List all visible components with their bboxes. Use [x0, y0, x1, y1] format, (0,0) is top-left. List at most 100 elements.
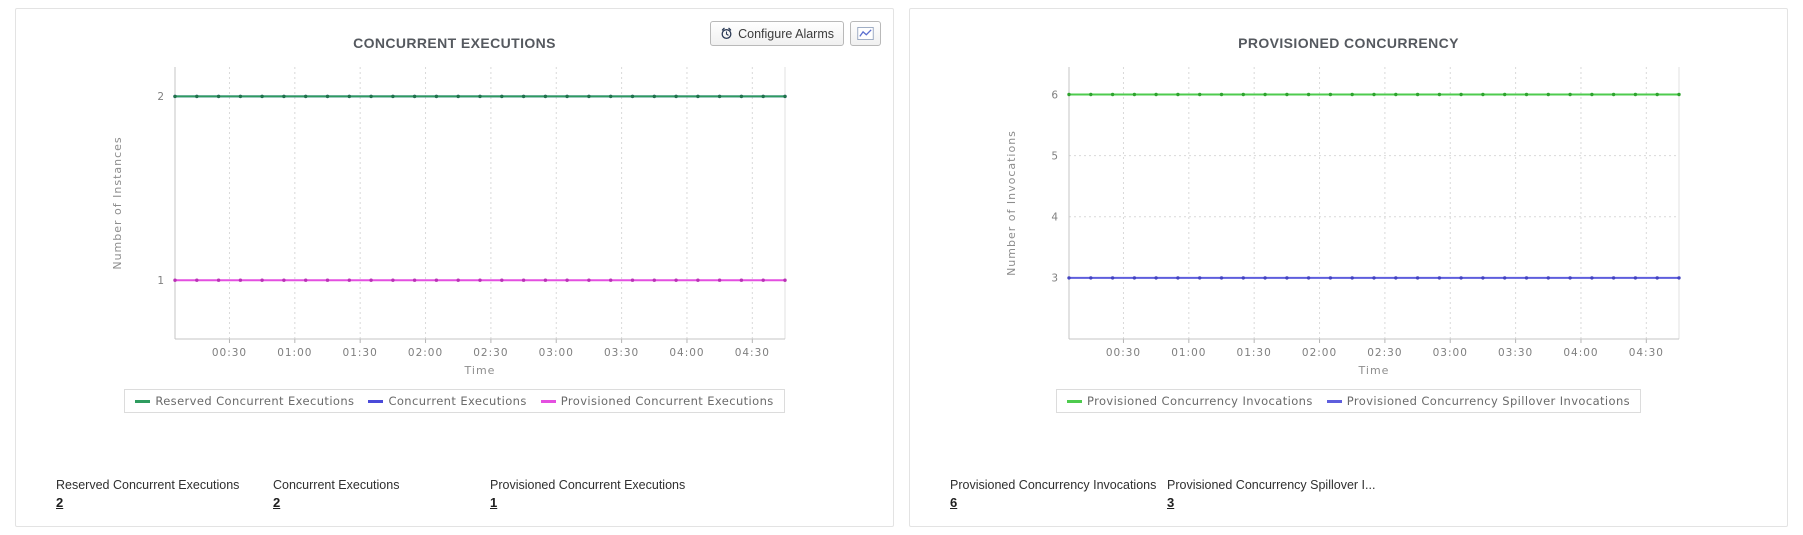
stat-value[interactable]: 1 — [490, 495, 498, 510]
series-marker — [1241, 276, 1245, 280]
stat-item: Provisioned Concurrency Spillover I... 3 — [1167, 478, 1384, 510]
x-axis-label: Time — [463, 364, 495, 377]
series-marker — [564, 278, 569, 282]
x-tick-label: 02:30 — [473, 347, 508, 359]
series-marker — [216, 278, 220, 282]
y-tick-label: 6 — [1051, 89, 1059, 101]
legend-color-dash — [135, 399, 151, 403]
series-marker — [1393, 92, 1397, 97]
series-marker — [739, 278, 743, 282]
series-marker — [1502, 276, 1506, 280]
series-marker — [303, 94, 307, 99]
y-axis-label: Number of Instances — [111, 136, 124, 269]
series-marker — [586, 278, 591, 282]
series-marker — [586, 94, 591, 99]
legend-color-dash — [540, 399, 556, 403]
stat-label: Reserved Concurrent Executions — [56, 478, 240, 492]
y-tick-label: 5 — [1051, 150, 1059, 162]
series-marker — [630, 94, 634, 99]
series-marker — [521, 278, 525, 282]
legend-item[interactable]: Provisioned Concurrent Executions — [540, 394, 774, 408]
series-marker — [477, 278, 482, 282]
legend-item[interactable]: Provisioned Concurrency Spillover Invoca… — [1326, 394, 1631, 408]
series-marker — [412, 94, 416, 99]
series-marker — [434, 278, 438, 282]
x-tick-label: 00:30 — [1105, 347, 1140, 359]
y-tick-label: 3 — [1051, 273, 1059, 285]
chart-title: CONCURRENT EXECUTIONS — [353, 35, 556, 51]
legend-label: Concurrent Executions — [388, 394, 527, 408]
series-marker — [1066, 276, 1071, 280]
legend-color-dash — [1326, 399, 1342, 403]
series-marker — [1350, 92, 1354, 97]
stat-value[interactable]: 2 — [273, 495, 281, 510]
series-marker — [1262, 276, 1267, 280]
x-tick-label: 02:00 — [407, 347, 442, 359]
series-marker — [1655, 92, 1659, 97]
x-tick-label: 03:30 — [1497, 347, 1532, 359]
stat-item: Reserved Concurrent Executions 2 — [56, 478, 273, 510]
legend-item[interactable]: Reserved Concurrent Executions — [135, 394, 354, 408]
configure-alarms-button[interactable]: Configure Alarms — [710, 21, 844, 46]
series-marker — [761, 278, 765, 282]
series-marker — [1153, 276, 1158, 280]
concurrent-executions-chart: 1 2 00:30 01:00 01:30 02:00 02:30 03:00 03:30 04:… — [111, 67, 787, 377]
series-marker — [172, 278, 177, 282]
series-marker — [739, 94, 743, 99]
x-axis-label: Time — [1357, 364, 1389, 377]
series-marker — [1197, 92, 1201, 97]
series-marker — [1262, 92, 1267, 97]
series-marker — [194, 94, 198, 99]
x-tick-label: 04:30 — [734, 347, 769, 359]
series-marker — [1676, 92, 1681, 97]
stat-value[interactable]: 3 — [1167, 495, 1175, 510]
series-marker — [652, 94, 656, 99]
stat-value[interactable]: 2 — [56, 495, 64, 510]
stat-item: Provisioned Concurrency Invocations 6 — [950, 478, 1167, 510]
stat-label: Provisioned Concurrency Invocations — [950, 478, 1157, 492]
series-marker — [1655, 276, 1659, 280]
series-marker — [1088, 276, 1092, 280]
series-marker — [1393, 276, 1397, 280]
chart-area: 3 4 5 6 00:30 01:00 01:30 02:00 02:30 03:00 03:30 0… — [920, 55, 1777, 385]
series-marker — [1437, 276, 1441, 280]
stat-value[interactable]: 6 — [950, 495, 958, 510]
series-marker — [238, 278, 242, 282]
series-marker — [281, 278, 286, 282]
series-marker — [325, 94, 329, 99]
series-marker — [1284, 92, 1289, 97]
series-marker — [782, 94, 787, 99]
stat-item: Concurrent Executions 2 — [273, 478, 490, 510]
series-marker — [216, 94, 220, 99]
series-marker — [368, 278, 373, 282]
series-marker — [368, 94, 373, 99]
x-tick-label: 03:00 — [538, 347, 573, 359]
series-marker — [1110, 92, 1114, 97]
export-chart-button[interactable] — [850, 21, 881, 46]
series-marker — [499, 278, 503, 282]
x-tick-label: 01:00 — [277, 347, 312, 359]
series-marker — [1066, 92, 1071, 97]
series-marker — [1480, 276, 1485, 280]
legend-label: Provisioned Concurrency Spillover Invoca… — [1346, 394, 1631, 408]
legend-item[interactable]: Concurrent Executions — [368, 394, 526, 408]
legend-item[interactable]: Provisioned Concurrency Invocations — [1066, 394, 1313, 408]
x-tick-label: 03:30 — [603, 347, 638, 359]
x-tick-label: 04:00 — [1563, 347, 1598, 359]
series-marker — [1633, 276, 1637, 280]
series-marker — [1480, 92, 1485, 97]
x-tick-label: 04:00 — [669, 347, 704, 359]
series-marker — [1611, 92, 1615, 97]
series-marker — [194, 278, 198, 282]
series-marker — [1437, 92, 1441, 97]
configure-alarms-label: Configure Alarms — [738, 26, 834, 41]
series-marker — [456, 94, 460, 99]
series-marker — [1676, 276, 1681, 280]
series-marker — [1415, 92, 1419, 97]
chart-legend: Provisioned Concurrency Invocations Provi… — [1055, 389, 1642, 413]
series-marker — [1371, 276, 1376, 280]
series-marker — [652, 278, 656, 282]
series-marker — [1132, 92, 1136, 97]
series-marker — [608, 94, 612, 99]
series-marker — [1328, 276, 1332, 280]
